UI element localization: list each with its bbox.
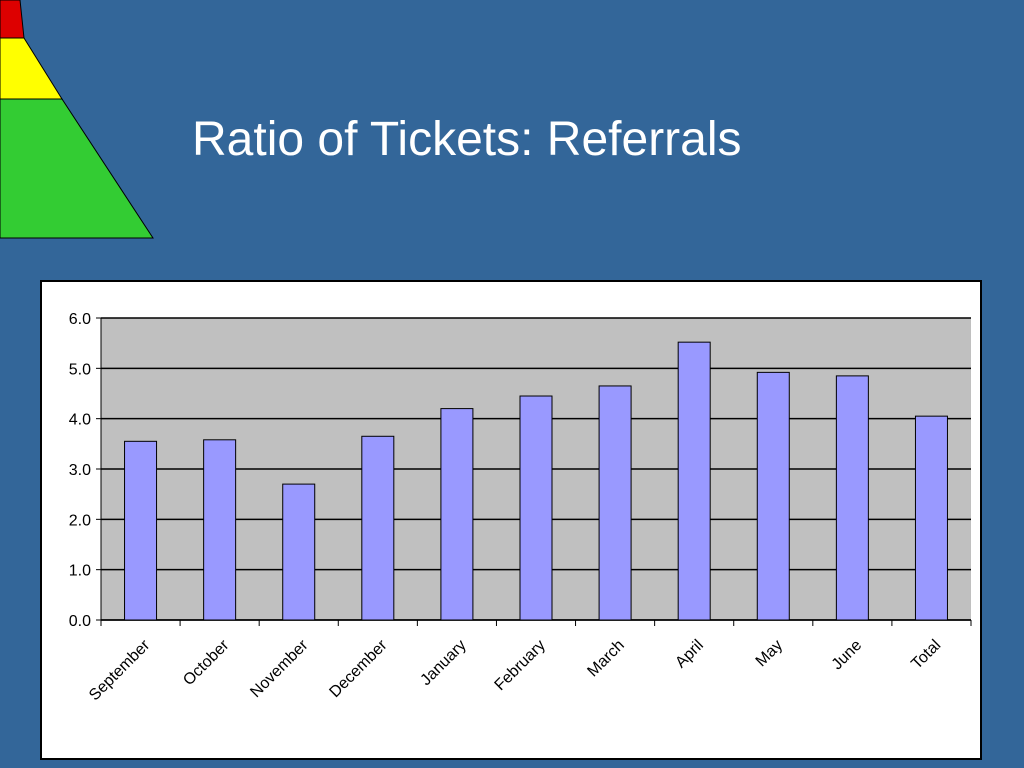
chart-frame: 0.0 1.0 2.0 3.0 4.0 5.0 6.0 September October Nov… xyxy=(40,280,982,760)
x-category-label: April xyxy=(672,637,707,672)
pyramid-graphic xyxy=(0,0,154,239)
y-tick-label: 4.0 xyxy=(69,412,91,429)
bar-october xyxy=(203,439,237,621)
pyramid-bottom-green xyxy=(0,98,154,239)
x-category-label: December xyxy=(326,636,391,701)
y-tick-label: 3.0 xyxy=(69,462,91,479)
pyramid-top-red xyxy=(0,0,25,39)
bar-february xyxy=(519,395,553,621)
x-category-label: October xyxy=(180,636,233,689)
x-category-label: November xyxy=(247,636,312,701)
bar-june xyxy=(835,375,869,621)
bar-march xyxy=(598,385,632,621)
pyramid-middle-yellow xyxy=(0,37,63,100)
bar-chart: 0.0 1.0 2.0 3.0 4.0 5.0 6.0 September October Nov… xyxy=(69,311,972,704)
bar-may xyxy=(756,371,790,621)
bar-january xyxy=(440,408,474,621)
x-category-label: Total xyxy=(908,637,944,673)
x-category-label: May xyxy=(753,637,786,670)
bar-september xyxy=(124,440,158,621)
x-category-label: September xyxy=(86,636,154,704)
y-tick-label: 0.0 xyxy=(69,613,91,630)
y-tick-label: 5.0 xyxy=(69,361,91,378)
y-tick-label: 1.0 xyxy=(69,563,91,580)
bar-december xyxy=(361,435,395,621)
x-category-label: June xyxy=(829,637,866,674)
x-category-label: January xyxy=(417,637,469,689)
x-category-label: March xyxy=(584,637,627,680)
bar-total xyxy=(914,415,948,621)
bar-november xyxy=(282,483,316,621)
bar-april xyxy=(677,341,711,621)
slide-title: Ratio of Tickets: Referrals xyxy=(192,113,742,166)
y-tick-label: 2.0 xyxy=(69,512,91,529)
x-category-label: February xyxy=(492,637,549,694)
y-tick-label: 6.0 xyxy=(69,311,91,328)
